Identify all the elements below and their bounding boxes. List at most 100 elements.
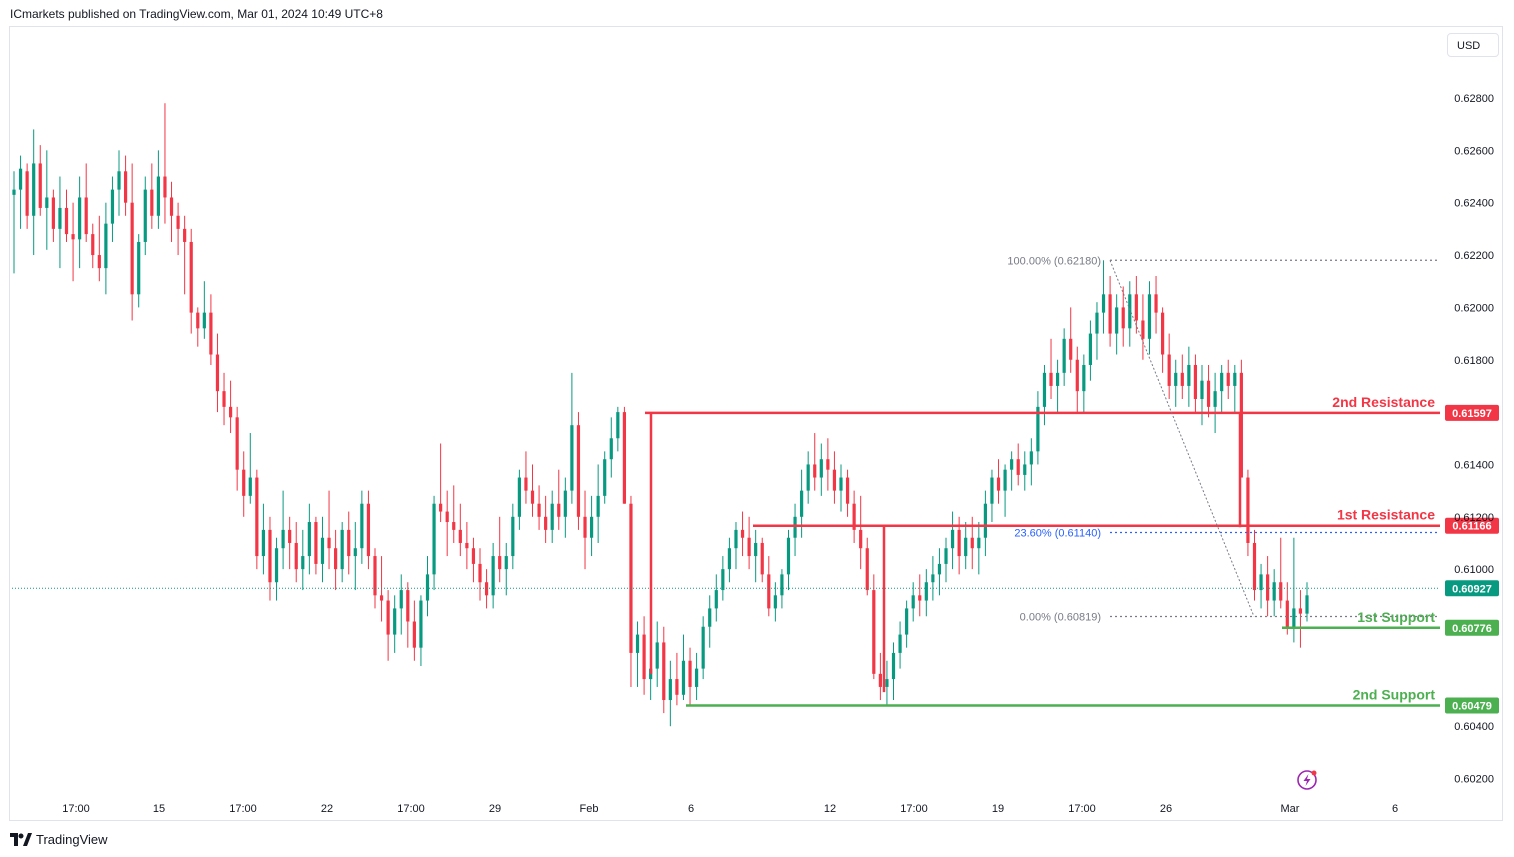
x-tick-label: 22 <box>321 803 333 815</box>
candle-body <box>393 608 397 635</box>
candle-body <box>288 529 292 543</box>
candle-body <box>727 548 732 570</box>
candle-body <box>1213 391 1217 407</box>
level-price-text: 0.60776 <box>1452 623 1492 635</box>
candle-body <box>1016 459 1020 475</box>
candle-body <box>760 542 764 575</box>
candle-body <box>530 490 535 504</box>
candle-body <box>557 503 561 517</box>
candle-body <box>399 590 403 609</box>
candle-body <box>150 189 154 216</box>
candle-body <box>852 503 856 530</box>
candle-body <box>307 522 311 557</box>
candle-body <box>1121 307 1125 329</box>
x-tick-label: 6 <box>688 803 694 815</box>
candle-body <box>209 312 213 355</box>
candle-body <box>642 634 646 680</box>
y-axis[interactable]: 0.62800 0.62600 0.62400 0.62200 0.62000 0.618… <box>1454 93 1494 786</box>
candle-body <box>1075 359 1079 392</box>
candle-body <box>1174 372 1178 386</box>
candle-body <box>366 503 371 557</box>
candle-body <box>1252 542 1257 591</box>
candle-body <box>176 215 180 229</box>
candle-body <box>1036 406 1040 452</box>
level-price-badge <box>1445 404 1499 421</box>
x-tick-label: 19 <box>992 803 1004 815</box>
candle-body <box>550 503 554 530</box>
candle-body <box>589 516 594 538</box>
candle-body <box>1180 372 1184 386</box>
candle-body <box>950 529 955 549</box>
candle-body <box>261 529 266 557</box>
x-tick-label: Feb <box>580 803 599 815</box>
candle-body <box>1272 582 1276 601</box>
candle-body <box>183 228 187 242</box>
candle-body <box>944 548 948 564</box>
footer: TradingView <box>10 832 108 847</box>
candle-body <box>1049 372 1053 386</box>
candle-body <box>314 522 318 564</box>
candle-body <box>596 495 600 517</box>
candle-body <box>379 595 384 601</box>
candle-body <box>38 163 42 208</box>
y-tick-label: 0.62000 <box>1454 302 1494 314</box>
candle-body <box>1088 333 1093 365</box>
candle-body <box>1187 364 1191 386</box>
candle-body <box>64 207 69 235</box>
candle-body <box>1023 464 1027 475</box>
candle-body <box>622 412 627 504</box>
candle-body <box>786 537 791 575</box>
candle-body <box>983 503 987 538</box>
candle-body <box>445 511 449 523</box>
candle-body <box>471 548 476 564</box>
candle-body <box>872 590 876 674</box>
y-tick-label: 0.61200 <box>1454 512 1494 524</box>
candle-body <box>51 197 55 229</box>
currency-button[interactable]: USD <box>1447 33 1499 57</box>
lightning-icon[interactable] <box>1297 770 1317 790</box>
candle-body <box>268 529 272 583</box>
candle-body <box>793 516 797 538</box>
y-tick-label: 0.62200 <box>1454 250 1494 262</box>
candle-body <box>990 477 994 504</box>
candle-body <box>773 595 777 609</box>
candle-body <box>957 529 961 557</box>
candle-body <box>898 634 902 653</box>
candle-body <box>570 425 574 491</box>
candle-body <box>32 163 36 216</box>
candle-body <box>130 202 134 295</box>
candle-body <box>255 477 259 557</box>
candle-body <box>202 312 206 329</box>
level-label: 1st Resistance <box>1337 507 1435 523</box>
candle-body <box>1161 312 1165 355</box>
candle-body <box>1082 364 1086 392</box>
candle-body <box>1259 574 1263 591</box>
chart-frame <box>9 26 1503 821</box>
candle-body <box>544 516 548 530</box>
candle-body <box>419 600 423 648</box>
candle-body <box>603 459 607 496</box>
candle-body <box>353 548 357 557</box>
x-axis[interactable]: 17:00 15 17:00 22 17:00 29 Feb 6 12 17:00 19 17:00 2… <box>62 803 1398 815</box>
candle-body <box>616 412 620 439</box>
candle-body <box>18 168 23 190</box>
candle-body <box>780 574 784 596</box>
candle-body <box>1292 608 1296 627</box>
level-label: 2nd Support <box>1353 687 1436 703</box>
candle-body <box>215 354 220 392</box>
candle-body <box>859 529 863 549</box>
x-tick-label: 12 <box>824 803 836 815</box>
candle-body <box>1154 294 1158 313</box>
fib-level-label: 100.00% (0.62180) <box>1007 255 1101 267</box>
level-price-badge <box>1445 697 1499 714</box>
candle-body <box>1010 459 1014 470</box>
candle-body <box>1147 294 1152 339</box>
candle-body <box>800 490 804 517</box>
candle-body <box>1141 320 1145 339</box>
fib-trend-line <box>1109 260 1255 617</box>
drawings: 2nd Resistance 0.61597 1st Resistance 0.611… <box>12 255 1499 714</box>
candle-body <box>609 438 613 460</box>
candle-body <box>826 459 830 470</box>
x-tick-label: 17:00 <box>62 803 90 815</box>
